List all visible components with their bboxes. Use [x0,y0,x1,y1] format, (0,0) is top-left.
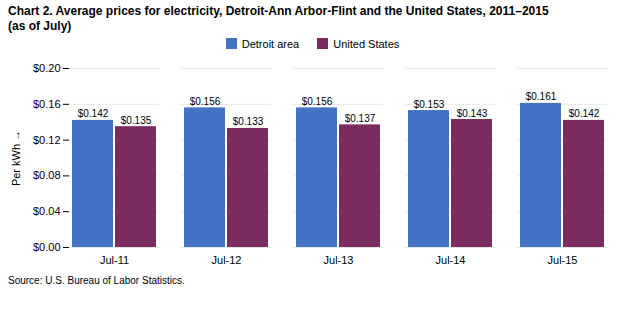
html-text:(as of July): (as of July) [8,19,72,33]
svg-text:Per kWh →: Per kWh → [10,130,22,186]
svg-text:Jul-14: Jul-14 [436,254,466,266]
svg-text:$0.20: $0.20 [33,62,61,74]
svg-text:$0.142: $0.142 [569,108,600,119]
svg-text:$0.16: $0.16 [33,98,61,110]
svg-text:$0.04: $0.04 [33,205,61,217]
svg-text:$0.156: $0.156 [302,96,333,107]
html-text:United States: United States [333,38,400,50]
svg-text:$0.12: $0.12 [33,134,61,146]
svg-text:$0.00: $0.00 [33,241,61,253]
html-text:Source: U.S. Bureau of Labor S: Source: U.S. Bureau of Labor Statistics. [8,275,185,286]
svg-text:$0.156: $0.156 [190,96,221,107]
svg-text:$0.137: $0.137 [345,113,376,124]
svg-text:$0.153: $0.153 [414,99,445,110]
svg-text:$0.143: $0.143 [457,108,488,119]
svg-text:$0.133: $0.133 [233,116,264,127]
svg-text:$0.142: $0.142 [78,108,109,119]
svg-text:Jul-11: Jul-11 [100,254,129,266]
svg-text:$0.08: $0.08 [33,169,61,181]
html-text:Chart 2. Average prices for el: Chart 2. Average prices for electricity,… [8,4,549,18]
html-text:Detroit area: Detroit area [241,38,300,50]
svg-text:Jul-12: Jul-12 [212,254,242,266]
svg-text:Jul-15: Jul-15 [548,254,578,266]
svg-text:$0.161: $0.161 [526,91,557,102]
svg-text:Jul-13: Jul-13 [324,254,354,266]
svg-text:$0.135: $0.135 [121,115,152,126]
